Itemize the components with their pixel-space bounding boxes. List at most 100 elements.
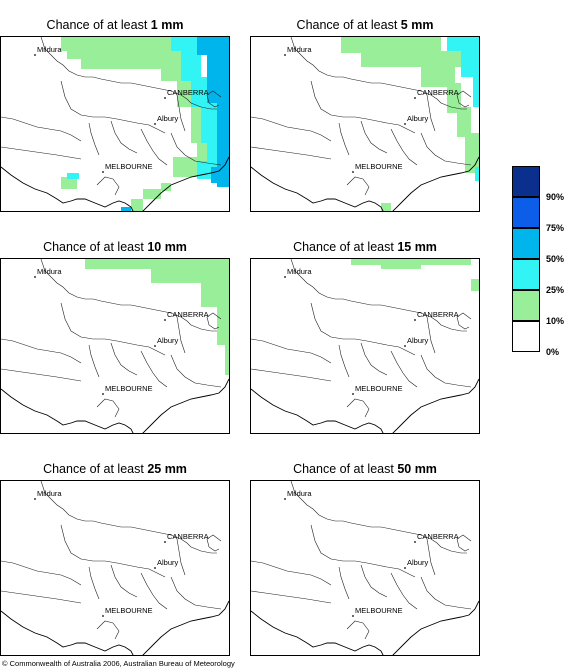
legend-label-75: 75%: [546, 223, 565, 233]
city-label-melbourne: MELBOURNE: [355, 384, 403, 393]
district-boundary: [456, 312, 472, 330]
probability-cell: [121, 37, 131, 51]
city-label-mildura: Mildura: [287, 267, 312, 276]
title-amount: 15 mm: [397, 240, 437, 254]
probability-cell: [67, 173, 79, 179]
probability-cell: [173, 157, 203, 177]
panel-title: Chance of at least 10 mm: [0, 236, 230, 258]
district-boundary: [1, 368, 82, 382]
district-boundary: [140, 350, 168, 388]
district-boundary: [251, 560, 332, 586]
coastline: [1, 600, 229, 655]
district-boundary: [310, 524, 416, 578]
probability-cell: [197, 37, 229, 55]
map-panel-15mm: Chance of at least 15 mm Mildura CANBERRA…: [250, 236, 480, 434]
probability-cell: [85, 259, 229, 269]
district-boundary: [140, 572, 168, 610]
probability-cell: [61, 37, 71, 51]
probability-cell: [111, 37, 121, 51]
map-svg: Mildura CANBERRA Albury MELBOURNE: [1, 259, 229, 433]
city-marker: [164, 97, 166, 99]
district-boundary: [1, 338, 82, 364]
city-marker: [414, 319, 416, 321]
city-label-albury: Albury: [157, 336, 179, 345]
map-svg: Mildura CANBERRA Albury MELBOURNE: [251, 37, 479, 211]
panel-title: Chance of at least 5 mm: [250, 14, 480, 36]
district-boundary: [206, 312, 222, 330]
city-marker: [404, 345, 406, 347]
city-marker: [34, 276, 36, 278]
title-amount: 5 mm: [400, 18, 434, 32]
probability-cell: [81, 37, 91, 51]
city-marker: [404, 567, 406, 569]
district-boundary: [290, 259, 467, 332]
district-boundary: [88, 344, 100, 378]
map-frame: Mildura CANBERRA Albury MELBOURNE: [250, 258, 480, 434]
probability-cell: [341, 37, 441, 53]
district-boundary: [1, 146, 82, 160]
probability-cell: [131, 199, 143, 211]
legend-swatch-75: [512, 197, 540, 228]
map-svg: Mildura CANBERRA Albury MELBOURNE: [1, 481, 229, 655]
district-boundary: [420, 576, 472, 610]
city-label-canberra: CANBERRA: [167, 310, 209, 319]
probability-cell: [81, 51, 171, 69]
city-marker: [164, 319, 166, 321]
legend-swatch-25: [512, 259, 540, 290]
district-boundary: [1, 560, 82, 586]
district-boundary: [290, 481, 467, 554]
city-marker: [284, 54, 286, 56]
city-label-albury: Albury: [407, 558, 429, 567]
city-label-mildura: Mildura: [37, 45, 62, 54]
probability-cell: [177, 77, 193, 107]
panel-title: Chance of at least 1 mm: [0, 14, 230, 36]
city-label-melbourne: MELBOURNE: [105, 384, 153, 393]
panel-title: Chance of at least 25 mm: [0, 458, 230, 480]
city-label-albury: Albury: [407, 336, 429, 345]
title-amount: 10 mm: [147, 240, 187, 254]
probability-cell: [161, 37, 171, 51]
coastline: [1, 378, 229, 433]
probability-cell: [207, 53, 229, 103]
probability-cell: [461, 51, 479, 77]
district-boundary: [251, 116, 332, 142]
probability-cell: [181, 51, 201, 81]
district-boundary: [426, 538, 436, 576]
district-boundary: [251, 590, 332, 604]
city-marker: [352, 393, 354, 395]
legend-swatch-90: [512, 166, 540, 197]
district-boundary: [170, 132, 222, 166]
title-amount: 1 mm: [150, 18, 184, 32]
legend-label-0: 0%: [546, 347, 560, 357]
map-svg: Mildura CANBERRA Albury MELBOURNE: [251, 481, 479, 655]
district-boundary: [456, 90, 472, 108]
probability-cell: [151, 269, 229, 283]
map-svg: Mildura CANBERRA Albury MELBOURNE: [251, 259, 479, 433]
district-boundary: [206, 534, 222, 552]
district-boundary: [346, 176, 370, 196]
map-frame: Mildura CANBERRA Albury MELBOURNE: [250, 480, 480, 656]
district-boundary: [96, 620, 120, 640]
district-boundary: [346, 398, 370, 418]
map-panel-5mm: Chance of at least 5 mm Mildura CANBERRA A…: [250, 14, 480, 212]
probability-cell: [447, 37, 479, 51]
city-marker: [34, 54, 36, 56]
legend-label-50: 50%: [546, 254, 565, 264]
district-boundary: [40, 259, 217, 332]
city-label-mildura: Mildura: [287, 45, 312, 54]
city-label-canberra: CANBERRA: [417, 88, 459, 97]
district-boundary: [251, 338, 332, 364]
probability-cell: [201, 103, 217, 143]
city-label-albury: Albury: [157, 114, 179, 123]
legend-label-25: 25%: [546, 285, 565, 295]
city-marker: [164, 541, 166, 543]
city-label-melbourne: MELBOURNE: [105, 162, 153, 171]
district-boundary: [360, 120, 388, 154]
district-boundary: [390, 572, 418, 610]
probability-cell: [471, 279, 479, 291]
city-label-mildura: Mildura: [287, 489, 312, 498]
district-boundary: [338, 566, 350, 600]
map-frame: Mildura CANBERRA Albury MELBOURNE: [0, 480, 230, 656]
district-boundary: [310, 302, 416, 356]
district-boundary: [170, 354, 222, 388]
